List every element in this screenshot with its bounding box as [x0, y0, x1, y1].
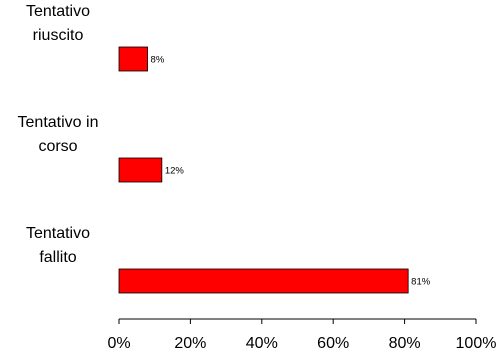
category-label: Tentativo fallito — [26, 225, 90, 266]
data-labels: 8% 12% 81% — [151, 55, 431, 288]
category-label-line: Tentativo — [26, 3, 90, 20]
x-tick-labels: 0% 20% 40% 60% 80% 100% — [107, 335, 496, 351]
category-label-line: corso — [38, 138, 77, 155]
x-tick-label: 100% — [456, 335, 497, 351]
data-label: 8% — [151, 55, 165, 66]
x-tick-label: 60% — [317, 335, 349, 351]
x-tick-label: 0% — [107, 335, 130, 351]
x-tick-label: 40% — [246, 335, 278, 351]
x-tick-label: 20% — [174, 335, 206, 351]
bar — [118, 268, 409, 294]
x-ticks — [118, 319, 477, 324]
category-label: Tentativo in corso — [18, 114, 99, 155]
data-label: 81% — [411, 277, 431, 288]
category-label: Tentativo riuscito — [26, 3, 90, 44]
bars — [118, 46, 409, 294]
x-tick-label: 80% — [389, 335, 421, 351]
data-label: 12% — [165, 166, 185, 177]
bar — [118, 46, 148, 72]
category-label-line: riuscito — [33, 27, 84, 44]
bar — [118, 157, 163, 183]
category-label-line: Tentativo in — [18, 114, 99, 131]
category-label-line: fallito — [39, 249, 76, 266]
category-label-line: Tentativo — [26, 225, 90, 242]
